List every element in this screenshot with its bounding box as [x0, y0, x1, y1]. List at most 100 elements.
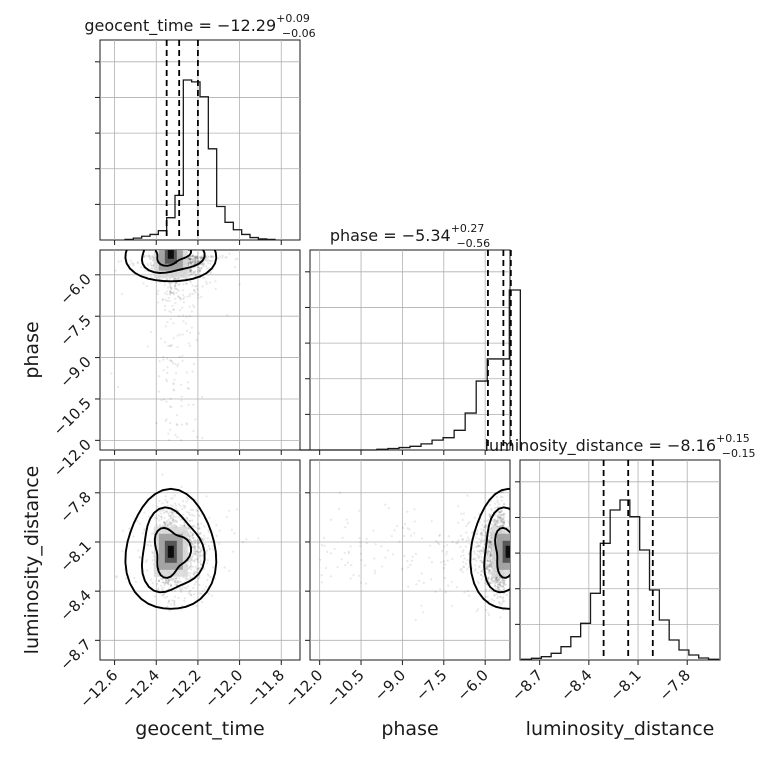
sample-point: [466, 536, 470, 539]
sample-point: [206, 255, 209, 258]
sample-point: [189, 331, 192, 334]
sample-point: [198, 527, 201, 530]
sample-point: [150, 276, 153, 279]
sample-point: [489, 558, 492, 562]
sample-point: [495, 576, 498, 580]
sample-point: [191, 257, 194, 260]
sample-point: [503, 579, 506, 582]
sample-point: [188, 538, 191, 541]
sample-point: [177, 596, 180, 599]
sample-point: [489, 552, 492, 555]
sample-point: [145, 285, 149, 288]
sample-point: [483, 520, 486, 523]
sample-point: [506, 520, 510, 523]
sample-point: [234, 258, 237, 261]
sample-point: [501, 579, 504, 582]
sample-point: [157, 514, 160, 518]
y-tick-label-phase: −6.0: [56, 270, 94, 308]
sample-point: [198, 255, 201, 258]
density-luminosity-distance-vs-phase: [469, 487, 510, 610]
sample-point: [172, 291, 175, 294]
sample-point: [494, 585, 497, 588]
sample-point: [182, 314, 185, 317]
sample-point: [498, 584, 501, 587]
sample-point: [349, 577, 352, 580]
sample-point: [489, 552, 492, 556]
sample-point: [185, 500, 188, 503]
sample-point: [488, 551, 491, 554]
sample-point: [179, 504, 182, 508]
sample-point: [207, 544, 210, 548]
title-luminosity-distance: luminosity_distance = −8.16+0.15 −0.15: [485, 432, 756, 460]
sample-point: [199, 532, 202, 536]
sample-point: [415, 583, 418, 586]
sample-point: [193, 552, 196, 556]
sample-point: [500, 520, 503, 523]
sample-point: [503, 519, 506, 522]
sample-point: [194, 261, 197, 265]
sample-point: [199, 257, 203, 260]
sample-point: [158, 519, 161, 522]
sample-point: [206, 562, 209, 565]
sample-point: [197, 539, 200, 542]
sample-point: [148, 540, 151, 543]
sample-point: [493, 594, 496, 597]
sample-point: [188, 566, 191, 569]
sample-point: [198, 527, 201, 530]
sample-point: [172, 383, 175, 386]
sample-point: [132, 262, 135, 265]
sample-point: [488, 588, 491, 592]
sample-point: [489, 540, 492, 544]
sample-point: [478, 537, 481, 541]
sample-point: [234, 266, 237, 269]
sample-point: [201, 437, 204, 440]
sample-point: [161, 473, 164, 476]
sample-point: [488, 565, 491, 569]
sample-point: [422, 581, 425, 585]
sample-point: [475, 533, 478, 536]
sample-point: [165, 278, 168, 281]
sample-point: [479, 532, 482, 536]
sample-point: [187, 261, 190, 264]
sample-point: [503, 592, 506, 595]
sample-point: [462, 549, 465, 552]
sample-point: [499, 595, 502, 598]
density-block: [167, 545, 174, 558]
sample-point: [199, 549, 202, 552]
sample-point: [172, 308, 175, 311]
sample-point: [189, 262, 192, 265]
sample-point: [158, 499, 161, 502]
sample-point: [177, 509, 180, 512]
sample-point: [209, 262, 212, 265]
sample-point: [193, 255, 196, 258]
sample-point: [196, 288, 199, 291]
sample-point: [486, 595, 489, 598]
sample-point: [211, 566, 215, 569]
sample-point: [191, 292, 194, 295]
sample-point: [188, 538, 191, 541]
sample-point: [196, 523, 199, 526]
sample-point: [461, 550, 464, 554]
sample-point: [179, 298, 182, 301]
sample-point: [179, 383, 183, 386]
sample-point: [194, 553, 197, 556]
sample-point: [493, 583, 497, 586]
sample-point: [476, 553, 479, 556]
sample-point: [114, 269, 117, 272]
sample-point: [170, 585, 173, 588]
sample-point: [170, 406, 173, 409]
x-tick-label-phase: −7.5: [412, 666, 450, 704]
sample-point: [182, 301, 185, 304]
sample-point: [198, 533, 201, 536]
sample-point: [475, 536, 478, 539]
sample-point: [164, 581, 168, 585]
sample-point: [477, 555, 480, 559]
sample-point: [196, 510, 199, 513]
sample-point: [498, 576, 501, 579]
sample-point: [167, 578, 170, 582]
sample-point: [168, 515, 171, 518]
sample-point: [190, 262, 193, 265]
sample-point: [168, 345, 172, 348]
sample-point: [169, 293, 172, 296]
sample-point: [492, 580, 496, 583]
